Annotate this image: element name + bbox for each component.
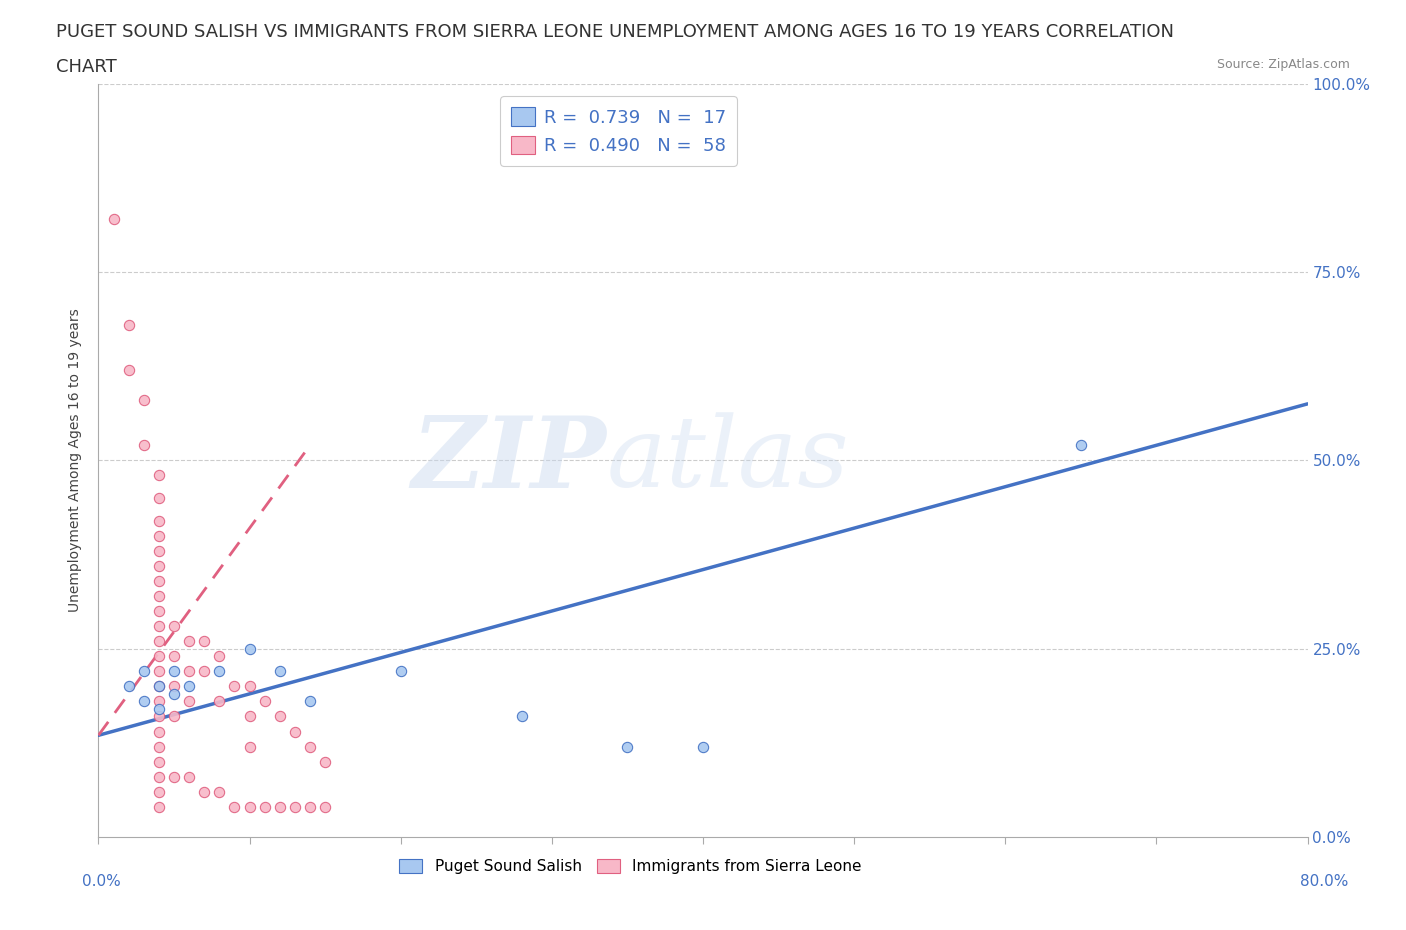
Point xyxy=(148,800,170,815)
Point xyxy=(163,686,186,701)
Point xyxy=(253,800,276,815)
Point xyxy=(148,558,170,573)
Point xyxy=(193,633,215,648)
Point xyxy=(269,664,291,679)
Text: 80.0%: 80.0% xyxy=(1301,874,1348,889)
Point xyxy=(224,800,246,815)
Point xyxy=(163,769,186,784)
Point xyxy=(148,589,170,604)
Point xyxy=(148,784,170,799)
Point xyxy=(193,784,215,799)
Point xyxy=(299,739,322,754)
Point xyxy=(148,724,170,739)
Point xyxy=(239,739,262,754)
Point xyxy=(148,633,170,648)
Point xyxy=(148,604,170,618)
Y-axis label: Unemployment Among Ages 16 to 19 years: Unemployment Among Ages 16 to 19 years xyxy=(69,309,83,612)
Point xyxy=(118,679,141,694)
Point xyxy=(692,739,714,754)
Point xyxy=(148,543,170,558)
Point xyxy=(103,212,125,227)
Point xyxy=(208,649,231,664)
Point xyxy=(179,633,201,648)
Point xyxy=(284,800,307,815)
Point xyxy=(118,363,141,378)
Point xyxy=(148,769,170,784)
Point xyxy=(269,800,291,815)
Point xyxy=(148,679,170,694)
Point xyxy=(148,664,170,679)
Text: CHART: CHART xyxy=(56,58,117,75)
Point xyxy=(314,754,336,769)
Point xyxy=(148,754,170,769)
Text: PUGET SOUND SALISH VS IMMIGRANTS FROM SIERRA LEONE UNEMPLOYMENT AMONG AGES 16 TO: PUGET SOUND SALISH VS IMMIGRANTS FROM SI… xyxy=(56,23,1174,41)
Point xyxy=(163,618,186,633)
Point xyxy=(616,739,638,754)
Point xyxy=(224,679,246,694)
Point xyxy=(314,800,336,815)
Point xyxy=(179,769,201,784)
Point xyxy=(284,724,307,739)
Point xyxy=(208,694,231,709)
Point xyxy=(208,784,231,799)
Point xyxy=(148,679,170,694)
Point xyxy=(179,694,201,709)
Point xyxy=(163,664,186,679)
Point xyxy=(1070,438,1092,453)
Point xyxy=(299,694,322,709)
Point xyxy=(148,468,170,483)
Point xyxy=(148,701,170,716)
Point xyxy=(253,694,276,709)
Point xyxy=(389,664,412,679)
Point xyxy=(118,317,141,332)
Point xyxy=(193,664,215,679)
Text: ZIP: ZIP xyxy=(412,412,606,509)
Point xyxy=(163,709,186,724)
Point xyxy=(299,800,322,815)
Point xyxy=(239,679,262,694)
Point xyxy=(132,438,155,453)
Text: 0.0%: 0.0% xyxy=(82,874,121,889)
Point xyxy=(148,694,170,709)
Point xyxy=(510,709,533,724)
Text: atlas: atlas xyxy=(606,413,849,508)
Point xyxy=(269,709,291,724)
Point xyxy=(179,664,201,679)
Point xyxy=(132,664,155,679)
Point xyxy=(132,392,155,407)
Text: Source: ZipAtlas.com: Source: ZipAtlas.com xyxy=(1216,58,1350,71)
Point xyxy=(148,709,170,724)
Point xyxy=(208,664,231,679)
Point xyxy=(148,491,170,506)
Point xyxy=(239,800,262,815)
Point xyxy=(132,694,155,709)
Point xyxy=(239,642,262,657)
Point xyxy=(239,709,262,724)
Point xyxy=(148,618,170,633)
Point xyxy=(148,513,170,528)
Point xyxy=(148,739,170,754)
Point xyxy=(148,649,170,664)
Point xyxy=(179,679,201,694)
Point xyxy=(148,528,170,543)
Point xyxy=(148,574,170,589)
Point xyxy=(163,649,186,664)
Point xyxy=(163,679,186,694)
Legend: R =  0.739   N =  17, R =  0.490   N =  58: R = 0.739 N = 17, R = 0.490 N = 58 xyxy=(501,97,737,166)
